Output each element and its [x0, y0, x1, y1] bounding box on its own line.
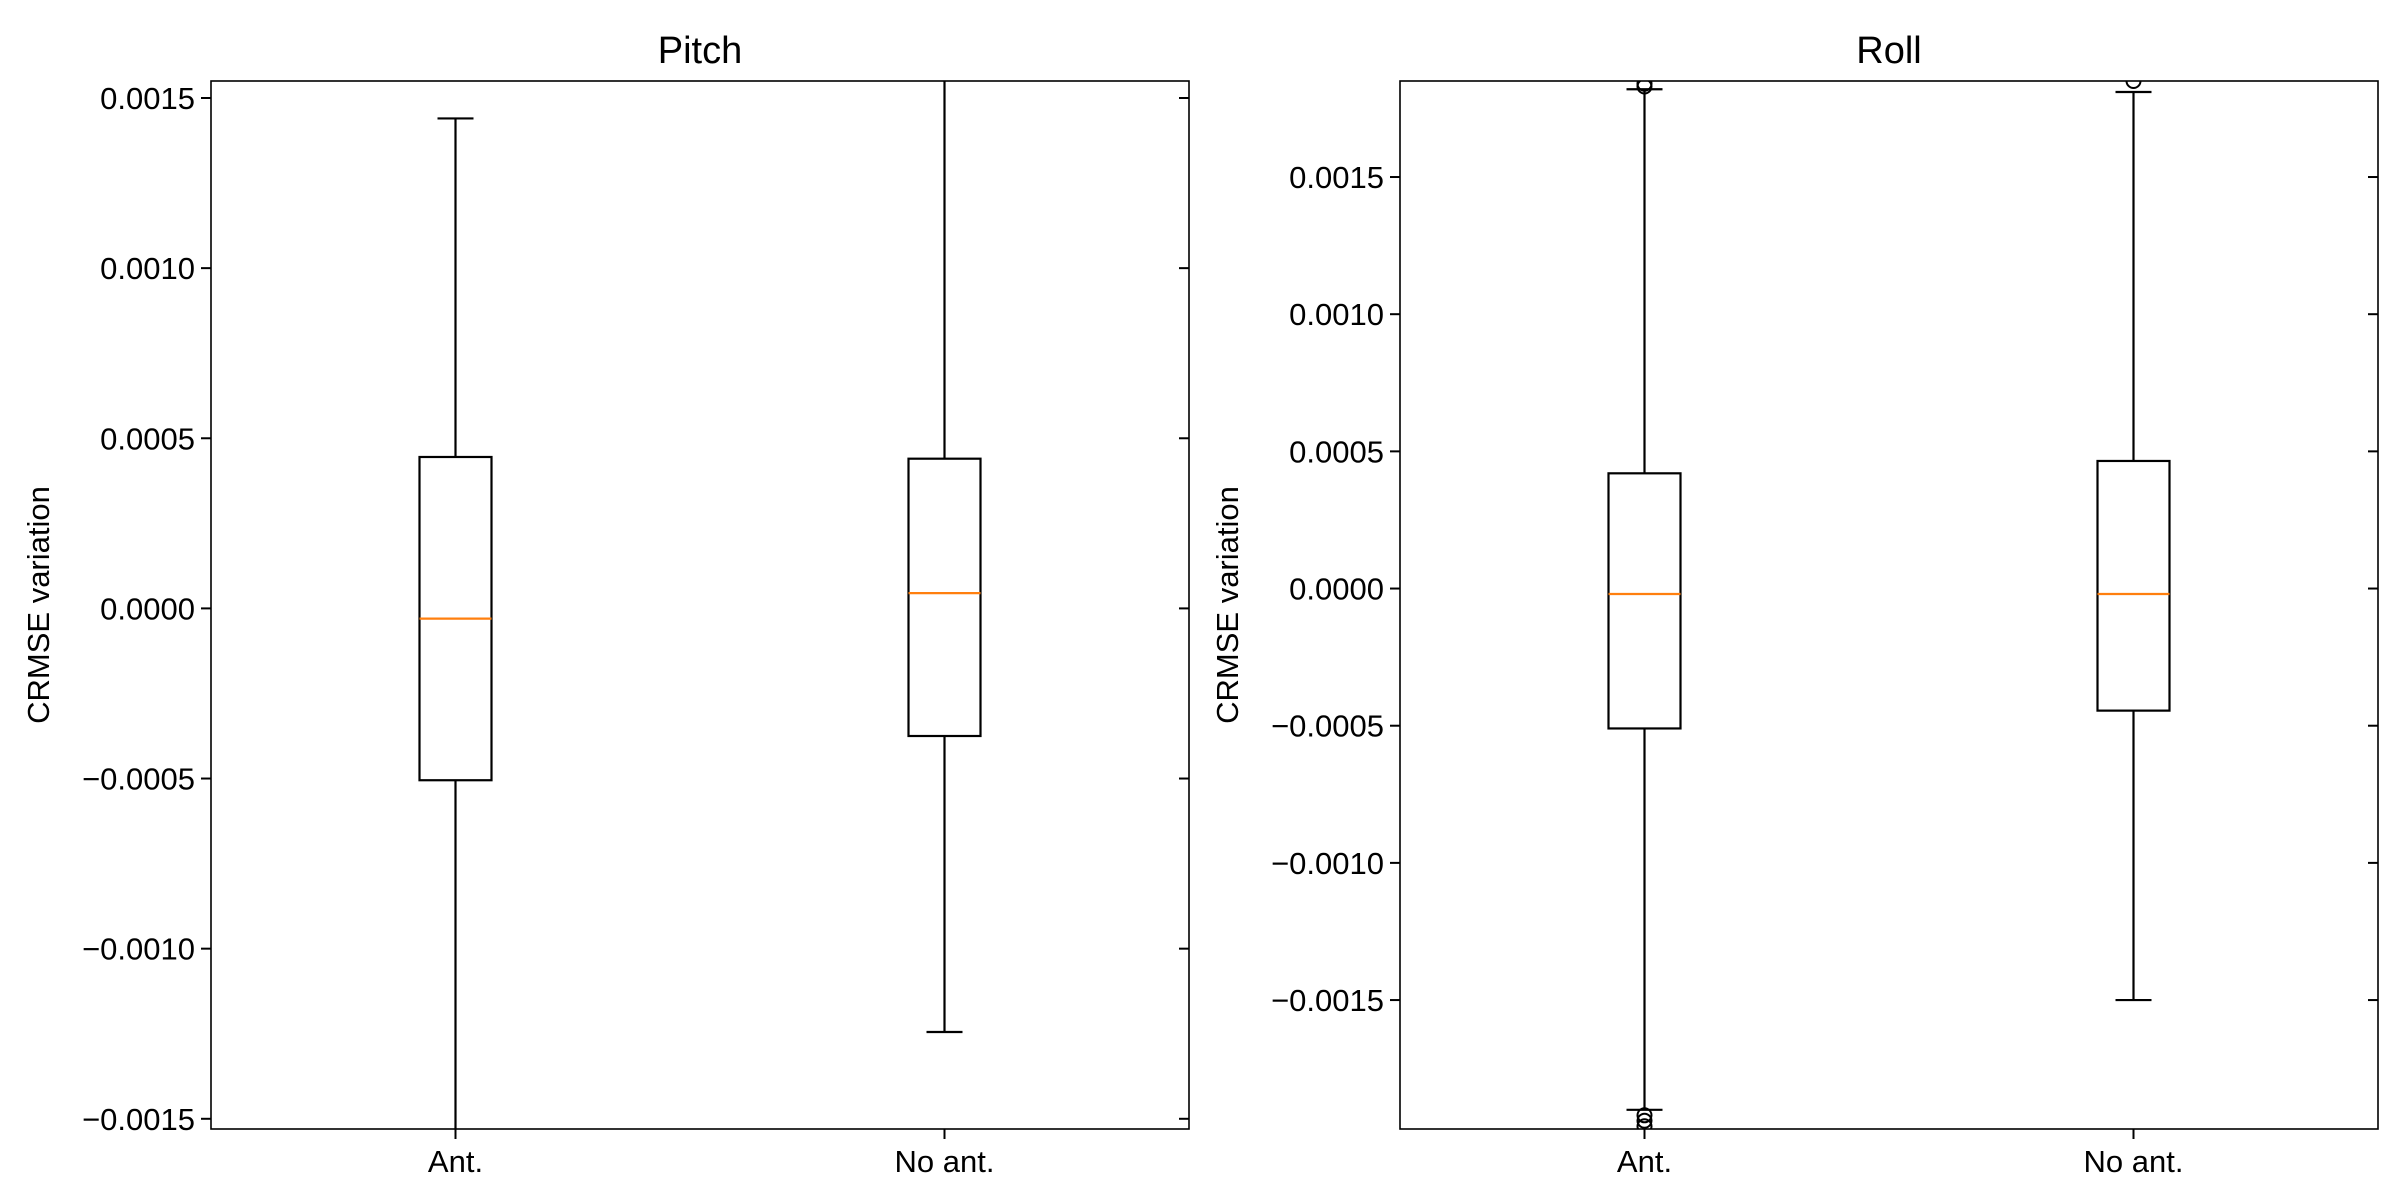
pitch-y-tick-label: 0.0000	[100, 591, 195, 626]
pitch-y-tick-label: 0.0010	[100, 251, 195, 286]
pitch-y-tick-label: −0.0005	[82, 762, 195, 797]
pitch-y-tick-label: −0.0010	[82, 932, 195, 967]
iqr-box	[907, 457, 982, 738]
roll-y-tick-label: −0.0005	[1271, 709, 1384, 744]
outlier-point	[1636, 81, 1653, 92]
pitch-box-ant	[418, 117, 493, 1129]
pitch-box-no-ant	[907, 81, 982, 1034]
outlier-point	[1636, 1118, 1653, 1129]
roll-plot-area	[1607, 81, 2171, 1129]
roll-x-tick-label: Ant.	[1617, 1144, 1672, 1179]
roll-panel: Roll CRMSE variation −0.0015 −0.0010 −0.0005…	[1210, 30, 2379, 1179]
pitch-plot-frame	[210, 80, 1190, 1130]
roll-y-tick-label: 0.0010	[1289, 297, 1384, 332]
roll-title: Roll	[1856, 30, 1921, 72]
pitch-panel: Pitch CRMSE variation −0.0015 −0.0010 −0.000…	[21, 30, 1190, 1179]
pitch-x-tick-label: Ant.	[428, 1144, 483, 1179]
iqr-box	[2096, 459, 2171, 712]
outlier-point	[1636, 1112, 1653, 1129]
pitch-title: Pitch	[658, 30, 742, 72]
outlier-point	[2125, 81, 2142, 89]
roll-y-tick-label: 0.0005	[1289, 434, 1384, 469]
outlier-point	[1636, 1107, 1653, 1124]
iqr-box	[1607, 472, 1682, 730]
pitch-y-tick-label: 0.0005	[100, 421, 195, 456]
roll-y-tick-label: −0.0015	[1271, 983, 1384, 1018]
pitch-y-tick-label: 0.0015	[100, 81, 195, 116]
roll-box-no-ant	[2096, 81, 2171, 1002]
pitch-y-axis-label: CRMSE variation	[21, 486, 56, 724]
pitch-plot-area	[418, 81, 982, 1129]
roll-y-tick-label: 0.0000	[1289, 572, 1384, 607]
roll-y-tick-label: −0.0010	[1271, 846, 1384, 881]
roll-box-ant	[1607, 81, 1682, 1129]
roll-x-tick-label: No ant.	[2084, 1144, 2184, 1179]
roll-plot-frame	[1399, 80, 2379, 1130]
roll-y-axis-label: CRMSE variation	[1210, 486, 1245, 724]
roll-y-tick-label: 0.0015	[1289, 160, 1384, 195]
pitch-x-tick-label: No ant.	[895, 1144, 995, 1179]
pitch-y-tick-label: −0.0015	[82, 1102, 195, 1137]
